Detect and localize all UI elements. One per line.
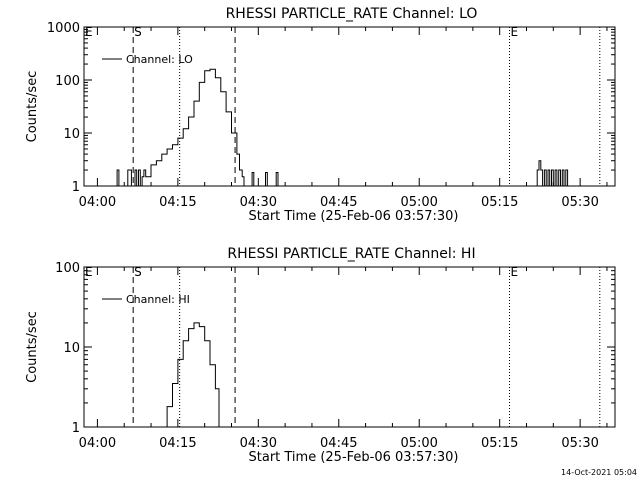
x-tick-label: 04:45 bbox=[320, 195, 357, 210]
x-tick-label: 04:00 bbox=[79, 195, 116, 210]
x-tick-label: 05:00 bbox=[400, 436, 437, 451]
y-tick-label: 100 bbox=[55, 261, 80, 276]
x-tick-label: 04:30 bbox=[240, 436, 277, 451]
x-axis-label: Start Time (25-Feb-06 03:57:30) bbox=[249, 450, 459, 465]
event-marker-label: E bbox=[85, 25, 93, 39]
x-tick-label: 05:15 bbox=[481, 436, 518, 451]
event-marker-label: E bbox=[85, 265, 93, 279]
y-tick-label: 1 bbox=[72, 180, 80, 195]
y-tick-label: 1000 bbox=[47, 21, 80, 36]
series-line bbox=[114, 68, 569, 187]
footer-timestamp: 14-Oct-2021 05:04 bbox=[561, 468, 637, 477]
chart-panel-hi: RHESSI PARTICLE_RATE Channel: HI 1 10 100 04… bbox=[25, 246, 616, 465]
y-tick-label: 10 bbox=[63, 127, 80, 142]
x-tick-label: 04:30 bbox=[240, 195, 277, 210]
y-axis-label: Counts/sec bbox=[25, 311, 40, 383]
x-tick-label: 05:00 bbox=[400, 195, 437, 210]
series-line bbox=[161, 322, 220, 428]
event-marker-label: E bbox=[511, 25, 519, 39]
event-marker-label: S bbox=[134, 265, 142, 279]
x-axis-label: Start Time (25-Feb-06 03:57:30) bbox=[249, 209, 459, 224]
event-marker-label: S bbox=[134, 25, 142, 39]
y-tick-label: 1 bbox=[72, 421, 80, 436]
x-tick-label: 04:15 bbox=[159, 195, 196, 210]
x-tick-label: 05:15 bbox=[481, 195, 518, 210]
chart-title: RHESSI PARTICLE_RATE Channel: LO bbox=[226, 6, 478, 22]
x-tick-label: 05:30 bbox=[561, 195, 598, 210]
y-tick-label: 100 bbox=[55, 74, 80, 89]
event-marker-label: E bbox=[511, 265, 519, 279]
x-tick-label: 04:00 bbox=[79, 436, 116, 451]
legend-label: Channel: LO bbox=[126, 53, 193, 66]
y-tick-label: 10 bbox=[63, 341, 80, 356]
x-tick-label: 05:30 bbox=[561, 436, 598, 451]
x-tick-label: 04:45 bbox=[320, 436, 357, 451]
y-axis-label: Counts/sec bbox=[25, 71, 40, 143]
legend-label: Channel: HI bbox=[126, 293, 190, 306]
chart-panel-lo: RHESSI PARTICLE_RATE Channel: LO 1 10 100 10… bbox=[25, 6, 616, 224]
x-tick-label: 04:15 bbox=[159, 436, 196, 451]
chart-title: RHESSI PARTICLE_RATE Channel: HI bbox=[227, 246, 475, 262]
